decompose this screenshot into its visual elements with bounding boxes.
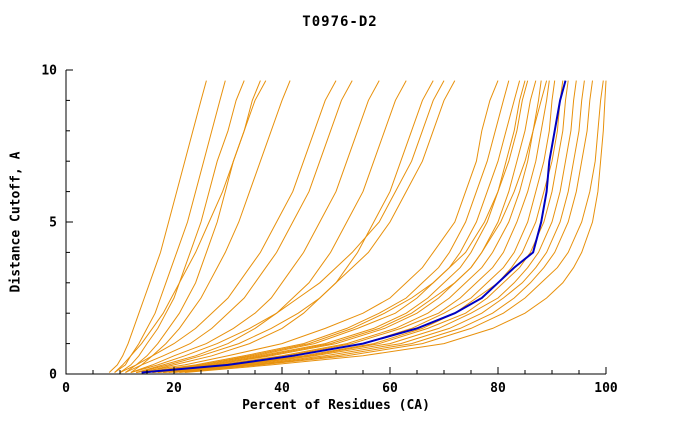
model-curve [173,80,593,373]
model-curve [114,80,267,373]
y-tick-label: 10 [41,64,57,79]
model-curve [141,80,434,373]
model-curve [130,80,380,373]
model-curve [163,80,577,373]
y-tick-label: 5 [49,216,57,231]
model-curve [119,80,245,373]
model-curve [184,80,607,373]
model-curve [152,80,542,373]
model-curve [146,80,529,373]
model-curve [136,80,456,373]
model-curve [168,80,585,373]
model-curve [130,80,445,373]
reference-curve [141,80,567,374]
model-curve [141,80,510,373]
model-curve [119,80,337,373]
model-curve [125,80,261,373]
model-curve [146,80,537,373]
model-curve [108,80,207,373]
model-curve [130,80,291,373]
model-curve [163,80,569,373]
model-curve [125,80,353,373]
model-curve [146,80,526,373]
model-curve [152,80,550,373]
x-axis-label: Percent of Residues (CA) [242,398,430,413]
x-tick-label: 100 [594,381,618,396]
model-curve [136,80,499,373]
y-tick-label: 0 [49,368,57,383]
x-tick-label: 40 [274,381,290,396]
x-tick-label: 0 [62,381,70,396]
model-curve [136,80,407,373]
x-tick-label: 80 [490,381,506,396]
model-curve [114,80,226,373]
chart-title: T0976-D2 [302,14,378,30]
x-tick-label: 20 [166,381,182,396]
model-curve [179,80,604,373]
model-curve [152,80,548,373]
x-tick-label: 60 [382,381,398,396]
